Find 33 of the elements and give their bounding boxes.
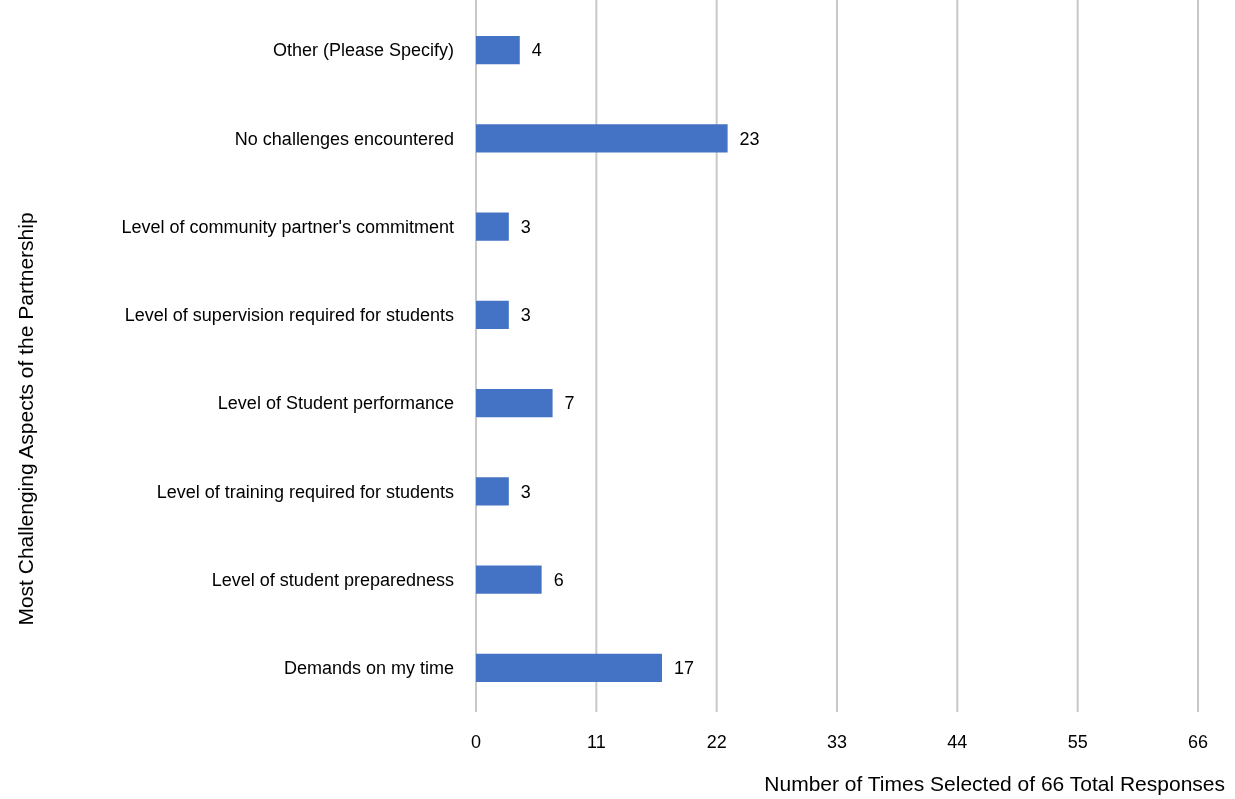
x-tick-label: 33 [826,732,848,753]
bar [476,300,509,329]
x-tick-label: 66 [1187,732,1209,753]
bar [476,389,553,418]
x-tick-label: 55 [1067,732,1088,753]
x-tick-label: 44 [947,732,968,753]
y-tick-label: Other (Please Specify) [272,40,454,61]
bar [476,565,542,594]
x-tick-label: 0 [470,732,482,753]
x-tick-label: 22 [706,732,727,753]
data-label: 7 [564,393,575,414]
bar [476,36,520,65]
data-label: 3 [520,305,531,326]
y-tick-label: Level of community partner's commitment [121,216,454,237]
data-label: 17 [673,658,694,679]
data-label: 23 [739,128,760,149]
bar [476,212,509,241]
bar [476,124,728,153]
data-label: 3 [520,216,531,237]
data-label: 4 [531,40,542,61]
x-tick-label: 11 [586,732,606,753]
x-axis-title: Number of Times Selected of 66 Total Responses [764,772,1225,796]
y-tick-label: Level of supervision required for students [124,305,454,326]
y-tick-label: No challenges encountered [234,128,454,149]
bar [476,477,509,506]
data-label: 6 [553,569,564,590]
y-tick-label: Level of training required for students [156,481,454,502]
bar [476,653,662,682]
y-tick-label: Level of student preparedness [211,569,454,590]
y-axis-title: Most Challenging Aspects of the Partnership [14,212,38,626]
data-label: 3 [520,481,531,502]
y-tick-label: Demands on my time [283,658,454,679]
y-tick-label: Level of Student performance [217,393,454,414]
